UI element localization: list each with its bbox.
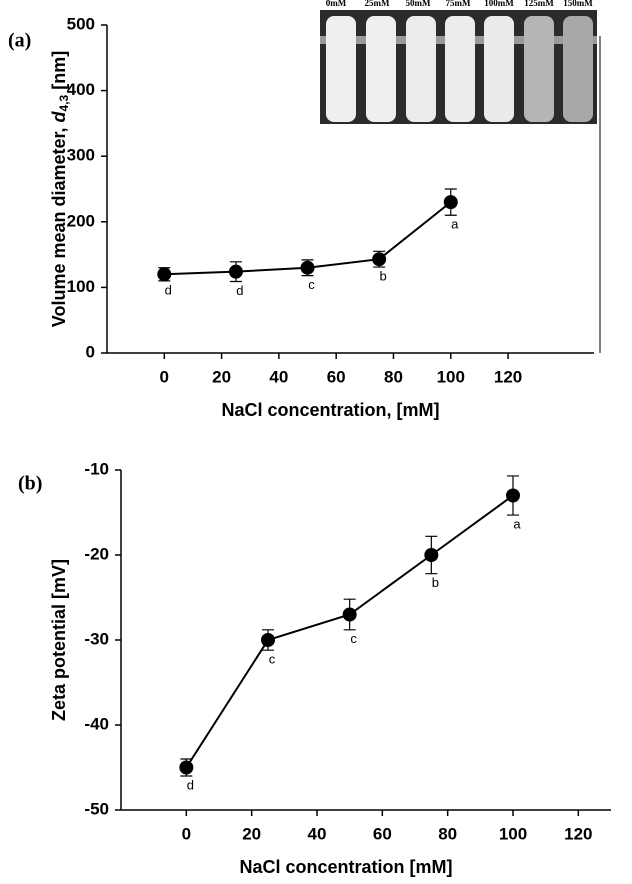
panel-label: (b) (18, 473, 42, 495)
data-point (300, 260, 315, 275)
y-tick-label: 400 (67, 80, 95, 99)
point-annotation: a (451, 217, 459, 232)
y-tick-label: -30 (84, 629, 109, 648)
inset-label: 75mM (446, 0, 471, 8)
y-tick-label: -40 (84, 714, 109, 733)
x-tick-label: 0 (182, 824, 191, 843)
inset-photo (320, 10, 597, 124)
data-point (157, 267, 172, 282)
y-tick-label: -20 (84, 544, 109, 563)
x-tick-label: 80 (384, 367, 403, 386)
x-tick-label: 80 (438, 824, 457, 843)
point-annotation: d (236, 283, 243, 298)
inset-label: 0mM (326, 0, 347, 8)
x-tick-label: 40 (308, 824, 327, 843)
data-point (342, 607, 357, 622)
inset-label: 25mM (365, 0, 390, 8)
x-tick-label: 120 (564, 824, 592, 843)
x-tick-label: 60 (327, 367, 346, 386)
x-axis-title: NaCl concentration, [mM] (221, 400, 439, 420)
x-tick-label: 100 (437, 367, 465, 386)
y-tick-label: 200 (67, 211, 95, 230)
y-title-var: d (49, 110, 69, 122)
y-tick-label: 300 (67, 146, 95, 165)
x-tick-label: 0 (160, 367, 169, 386)
data-point (228, 264, 243, 279)
point-annotation: c (350, 631, 357, 646)
data-point (179, 760, 194, 775)
x-tick-label: 20 (212, 367, 231, 386)
panel-label: (a) (8, 30, 31, 52)
y-title-sub: 4,3 (57, 94, 71, 111)
y-tick-label: 0 (86, 342, 95, 361)
y-tick-label: -50 (84, 799, 109, 818)
point-annotation: c (269, 652, 276, 667)
y-axis-title: Volume mean diameter, d4,3 [nm] (49, 51, 71, 327)
data-point (506, 488, 520, 503)
point-annotation: a (513, 516, 521, 531)
inset-label: 50mM (406, 0, 431, 8)
data-point (424, 548, 439, 562)
y-title-unit: [nm] (49, 51, 69, 95)
data-point (443, 195, 458, 210)
x-axis-title: NaCl concentration [mM] (239, 857, 452, 877)
x-tick-label: 120 (494, 367, 522, 386)
y-tick-label: 500 (67, 14, 95, 33)
point-annotation: c (308, 277, 315, 292)
x-tick-label: 20 (242, 824, 261, 843)
inset-label: 150mM (563, 0, 593, 8)
inset-label: 125mM (524, 0, 554, 8)
data-point (372, 252, 387, 267)
x-tick-label: 60 (373, 824, 392, 843)
x-tick-label: 100 (499, 824, 527, 843)
y-title-text: Zeta potential [mV] (49, 559, 69, 721)
inset-label: 100mM (484, 0, 514, 8)
y-title-text: Volume mean diameter, (49, 122, 69, 327)
y-tick-label: -10 (84, 459, 109, 478)
point-annotation: d (187, 777, 194, 792)
data-point (261, 633, 275, 647)
point-annotation: b (380, 269, 387, 284)
y-axis-title: Zeta potential [mV] (49, 559, 69, 721)
y-tick-label: 100 (67, 277, 95, 296)
x-tick-label: 40 (269, 367, 288, 386)
point-annotation: b (432, 575, 439, 590)
point-annotation: d (165, 282, 172, 297)
